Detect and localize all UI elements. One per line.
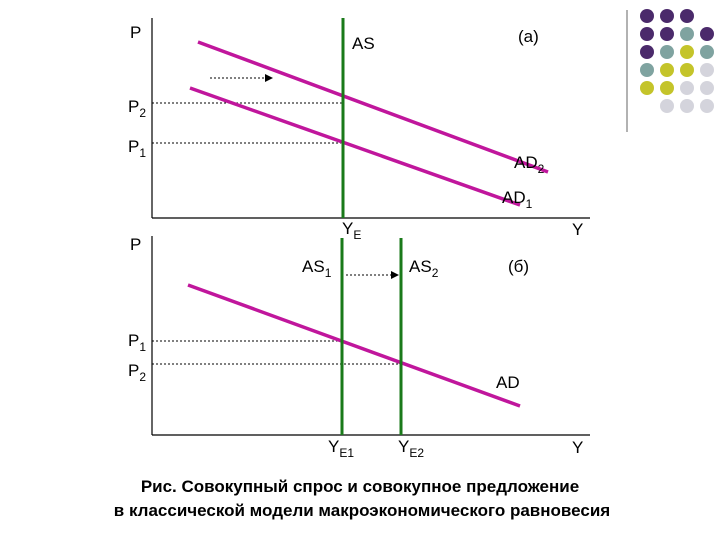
- panel-tag: (б): [508, 257, 529, 276]
- decor-dot: [700, 45, 714, 59]
- decor-dot: [680, 45, 694, 59]
- curve-label: AS2: [409, 257, 439, 280]
- decor-dot: [700, 81, 714, 95]
- decor-dot: [660, 27, 674, 41]
- decor-dot: [660, 45, 674, 59]
- decor-dot: [640, 27, 654, 41]
- price-label: P2: [128, 361, 146, 384]
- decor-dot: [660, 9, 674, 23]
- axis-label: Y: [572, 438, 583, 457]
- output-label: YE: [342, 219, 361, 242]
- panel-b: P Y (б) AS1 AS2 AD P1 P2 YE1 YE2: [128, 235, 590, 460]
- output-label: YE2: [398, 437, 424, 460]
- decor-dot: [700, 99, 714, 113]
- price-label: P2: [128, 97, 146, 120]
- decor-dot: [640, 9, 654, 23]
- decor-dot: [680, 81, 694, 95]
- axis-label: Y: [572, 220, 583, 239]
- decor-dot: [680, 27, 694, 41]
- curve-label: AD: [496, 373, 520, 392]
- axis-label: P: [130, 235, 141, 254]
- decor-dot: [660, 81, 674, 95]
- curve-label: AD2: [514, 153, 545, 176]
- price-label: P1: [128, 137, 146, 160]
- curve-label: AS: [352, 34, 375, 53]
- decoration: [626, 9, 714, 132]
- axis-label: P: [130, 23, 141, 42]
- decor-dot: [700, 27, 714, 41]
- curve-label: AD1: [502, 188, 533, 211]
- decor-dot: [680, 99, 694, 113]
- decor-dot: [680, 63, 694, 77]
- caption: Рис. Совокупный спрос и совокупное предл…: [141, 477, 579, 496]
- decor-dot: [680, 9, 694, 23]
- panel-tag: (а): [518, 27, 539, 46]
- decor-dot: [640, 45, 654, 59]
- decor-dot: [700, 63, 714, 77]
- price-label: P1: [128, 331, 146, 354]
- caption: в классической модели макроэкономическог…: [114, 501, 610, 520]
- curve-label: AS1: [302, 257, 332, 280]
- output-label: YE1: [328, 437, 354, 460]
- decor-dot: [660, 63, 674, 77]
- decor-dot: [640, 81, 654, 95]
- decor-dot: [640, 63, 654, 77]
- decor-dot: [660, 99, 674, 113]
- panel-a: P Y (а) AS P2 P1 AD2 AD1 YE: [128, 18, 590, 242]
